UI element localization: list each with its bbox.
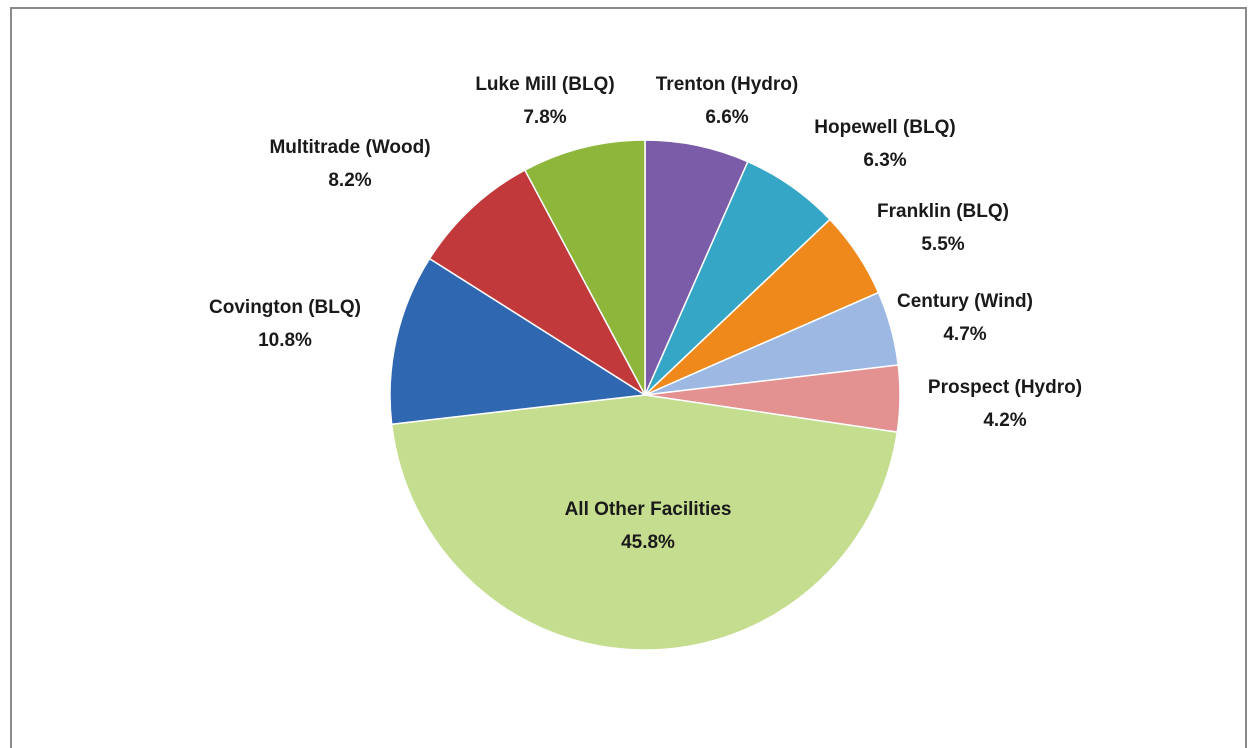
slice-value-label: 10.8% <box>258 330 312 351</box>
slice-name: Trenton (Hydro) <box>656 74 799 95</box>
slice-name: Covington (BLQ) <box>209 297 361 318</box>
slice-name: Franklin (BLQ) <box>877 201 1009 222</box>
chart-frame <box>10 7 1247 748</box>
pie-slice <box>524 139 646 396</box>
labels: Trenton (Hydro) 6.6% Hopewell (BLQ) 6.3% Fra… <box>209 74 1082 553</box>
slice-value-label: 4.2% <box>983 410 1026 431</box>
slice-value-label: 6.3% <box>863 150 906 171</box>
slice-value-label: 6.6% <box>705 107 748 128</box>
slice-value-label: 8.2% <box>328 170 371 191</box>
slice-name: Prospect (Hydro) <box>928 377 1082 398</box>
pie-slice <box>428 169 646 396</box>
slice-value-label: 4.7% <box>943 324 986 345</box>
slice-name: Century (Wind) <box>897 291 1033 312</box>
slice-name: All Other Facilities <box>565 499 732 520</box>
slice-name: Hopewell (BLQ) <box>814 117 955 138</box>
pie <box>389 139 901 651</box>
slice-name: Multitrade (Wood) <box>269 137 430 158</box>
pie-slice <box>390 394 899 651</box>
slice-value-label: 45.8% <box>621 532 675 553</box>
slice-value-label: 7.8% <box>523 107 566 128</box>
pie-slice <box>389 257 646 425</box>
slice-name: Luke Mill (BLQ) <box>475 74 614 95</box>
slice-value-label: 5.5% <box>921 234 964 255</box>
